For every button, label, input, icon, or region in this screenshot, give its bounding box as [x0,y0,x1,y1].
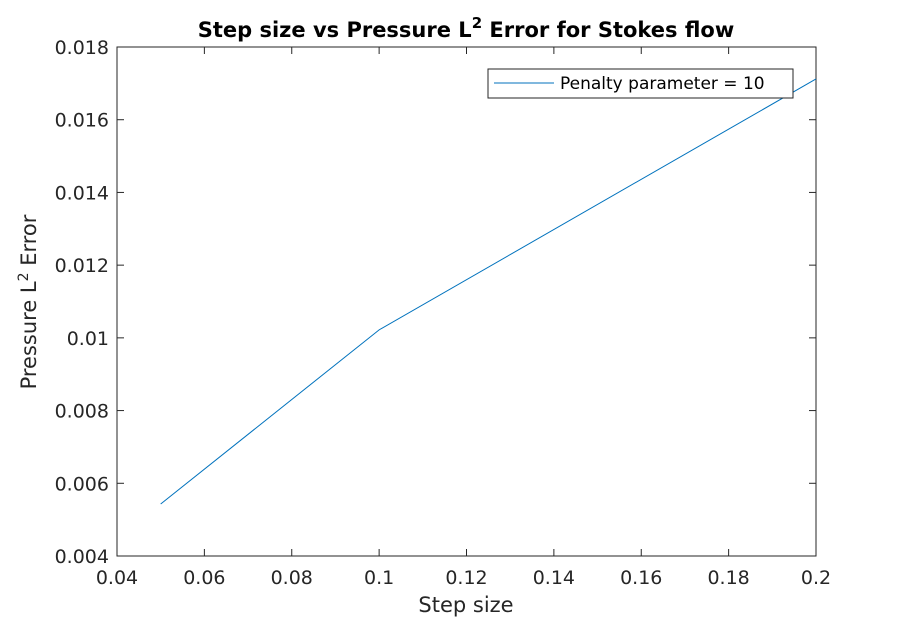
chart-title-rest: Error for Stokes flow [482,18,734,42]
chart-title-superscript: 2 [472,14,482,32]
y-axis: 0.004 0.006 0.008 0.01 0.012 0.014 0.016 0.018 [55,37,816,568]
legend: Penalty parameter = 10 [487,68,794,99]
y-tick-label: 0.004 [55,546,109,568]
y-axis-title: Pressure L2 Error [16,214,41,389]
x-tick-label: 0.18 [707,567,749,589]
y-tick-label: 0.016 [55,110,109,132]
x-tick-label: 0.1 [364,567,394,589]
x-tick-label: 0.12 [445,567,487,589]
series-line [160,78,817,505]
x-axis-title: Step size [418,593,513,617]
y-tick-label: 0.018 [55,37,109,59]
y-tick-label: 0.01 [67,328,109,350]
y-axis-title-superscript: 2 [16,272,32,281]
x-tick-label: 0.06 [183,567,225,589]
chart-title: Step size vs Pressure L2 Error for Stoke… [198,14,735,42]
plot-area [116,46,817,557]
legend-label: Penalty parameter = 10 [560,74,765,94]
chart-title-main: Step size vs Pressure L [198,18,472,42]
x-tick-label: 0.04 [96,567,138,589]
y-axis-title-main: Pressure L [17,281,41,389]
x-tick-label: 0.2 [801,567,831,589]
x-axis: 0.04 0.06 0.08 0.1 0.12 0.14 0.16 0.18 0.2 [96,47,831,589]
y-tick-label: 0.014 [55,182,109,204]
y-tick-label: 0.008 [55,401,109,423]
x-tick-label: 0.16 [620,567,662,589]
y-tick-label: 0.012 [55,255,109,277]
x-tick-label: 0.08 [271,567,313,589]
series-layer [160,78,817,505]
x-tick-label: 0.14 [533,567,575,589]
y-axis-title-rest: Error [17,214,41,272]
y-tick-label: 0.006 [55,473,109,495]
